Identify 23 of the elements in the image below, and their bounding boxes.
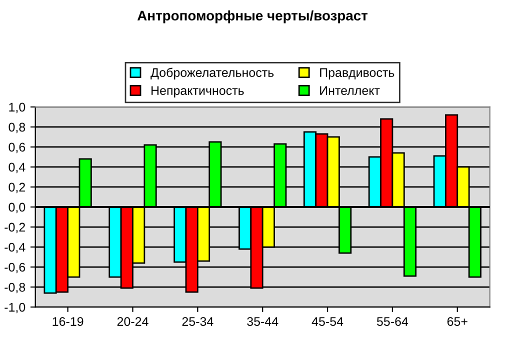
- x-tick-label: 65+: [447, 317, 468, 326]
- y-tick-label: 0,8: [8, 122, 26, 134]
- x-tick-label: 16-19: [52, 317, 84, 326]
- legend-label: Интеллект: [320, 86, 380, 95]
- y-tick-label: -0,4: [4, 242, 26, 254]
- y-tick-label: -0,6: [4, 262, 26, 274]
- y-tick-label: 0,6: [8, 142, 26, 154]
- x-tick-label: 25-34: [182, 317, 214, 326]
- chart-title: Антропоморфные черты/возраст: [137, 10, 368, 24]
- y-tick-label: -0,2: [4, 222, 25, 234]
- x-tick-label: 55-64: [376, 317, 408, 326]
- y-tick-label: -1,0: [4, 302, 26, 314]
- legend-label: Правдивость: [320, 68, 394, 80]
- x-tick-label: 20-24: [117, 317, 148, 326]
- y-tick-label: 0,4: [8, 162, 26, 174]
- y-tick-label: 0,2: [8, 182, 25, 194]
- y-tick-label: -0,8: [4, 282, 26, 294]
- y-tick-label: 0,0: [8, 202, 26, 214]
- legend-label: Непрактичность: [152, 86, 244, 98]
- x-tick-label: 45-54: [312, 317, 344, 326]
- y-tick-label: 1,0: [9, 102, 26, 114]
- x-tick-label: 35-44: [247, 317, 278, 326]
- legend-label: Доброжелательность: [150, 68, 274, 80]
